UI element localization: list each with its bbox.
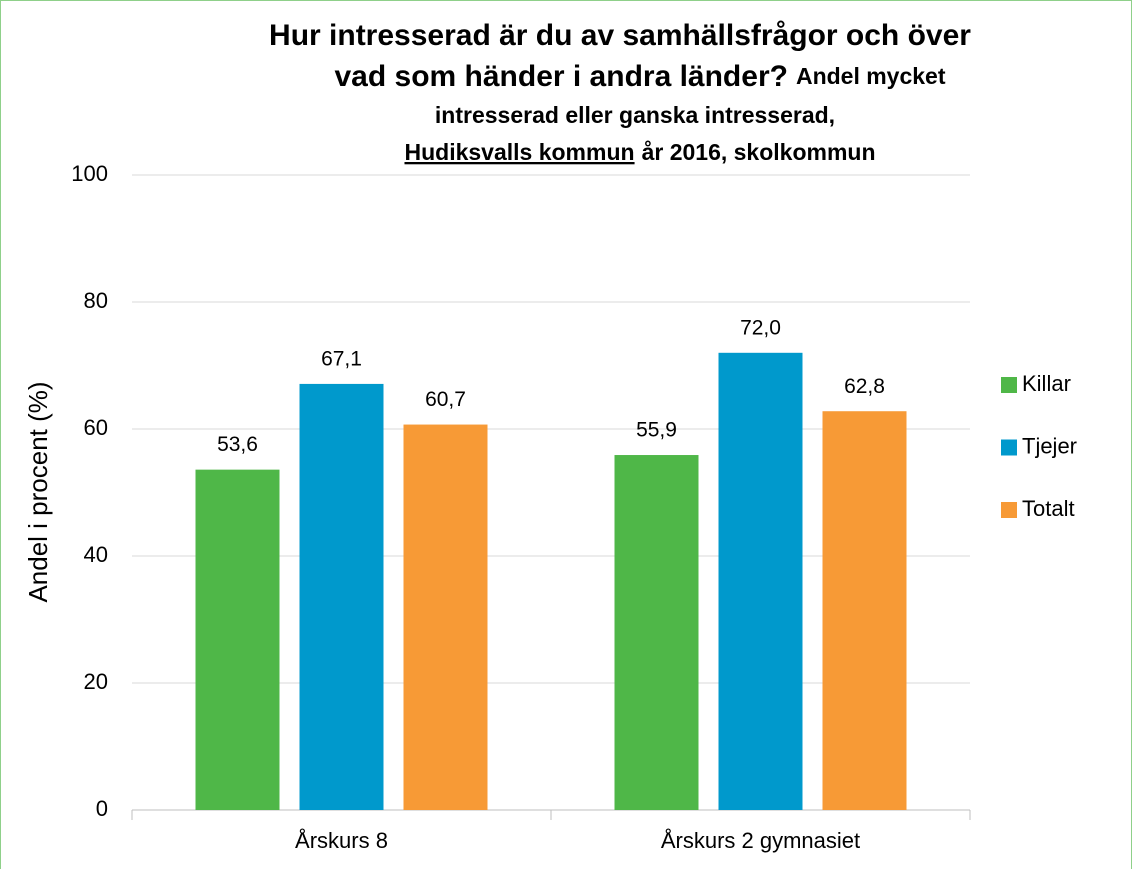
bar <box>718 352 803 810</box>
bar <box>195 469 280 810</box>
value-label: 60,7 <box>425 388 466 411</box>
bar <box>299 383 384 810</box>
chart-subtitle-line: Hudiksvalls kommun år 2016, skolkommun <box>404 139 875 165</box>
legend-swatch <box>1001 439 1017 456</box>
x-tick-label: Årskurs 2 gymnasiet <box>661 828 860 853</box>
legend-label: Tjejer <box>1022 433 1077 458</box>
value-label: 62,8 <box>844 375 885 398</box>
y-axis-label: Andel i procent (%) <box>23 381 53 602</box>
legend-label: Totalt <box>1022 496 1075 521</box>
value-label: 72,0 <box>740 316 781 339</box>
y-tick-label: 80 <box>84 288 108 313</box>
bar <box>822 411 907 810</box>
y-tick-label: 100 <box>71 161 108 186</box>
chart-subtitle: Andel mycket <box>796 63 946 89</box>
chart-subtitle: Hudiksvalls kommun <box>404 139 634 165</box>
value-label: 55,9 <box>636 419 677 442</box>
y-tick-label: 60 <box>84 415 108 440</box>
legend-swatch <box>1001 502 1017 518</box>
chart-title-line: vad som händer i andra länder? Andel myck… <box>334 60 945 93</box>
value-label: 67,1 <box>321 347 362 370</box>
x-tick-label: Årskurs 8 <box>295 828 388 853</box>
legend-label: Killar <box>1022 371 1071 396</box>
y-tick-label: 0 <box>96 796 108 821</box>
chart-title: Hur intresserad är du av samhällsfrågor … <box>269 19 971 52</box>
y-tick-label: 40 <box>84 542 108 567</box>
legend-swatch <box>1001 377 1017 393</box>
chart-subtitle: år 2016, skolkommun <box>642 139 876 165</box>
y-tick-label: 20 <box>84 669 108 694</box>
bar <box>614 455 699 810</box>
chart-title: vad som händer i andra länder? <box>334 60 787 93</box>
chart-subtitle: intresserad eller ganska intresserad, <box>435 102 835 128</box>
bar <box>403 424 488 810</box>
value-label: 53,6 <box>217 433 258 456</box>
